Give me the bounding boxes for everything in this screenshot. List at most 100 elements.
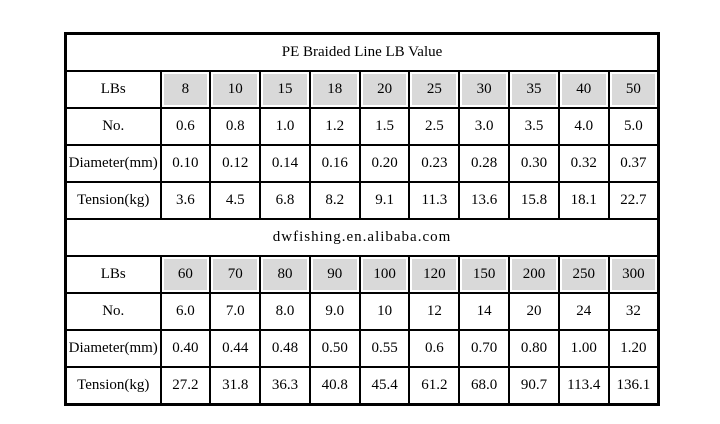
table-cell: 0.48 bbox=[259, 329, 311, 368]
table-row-tension-1: Tension(kg) 3.6 4.5 6.8 8.2 9.1 11.3 13.6 15.8 1… bbox=[64, 181, 660, 220]
table-cell: 90 bbox=[308, 255, 361, 294]
table-cell: 8.0 bbox=[259, 292, 311, 331]
table-cell: 68.0 bbox=[458, 366, 511, 406]
table-cell: 0.28 bbox=[458, 144, 511, 183]
table-cell: 1.5 bbox=[358, 107, 411, 146]
table-cell: 1.0 bbox=[259, 107, 311, 146]
table-cell: 61.2 bbox=[408, 366, 461, 406]
row-label: LBs bbox=[64, 70, 162, 109]
table-cell: 0.50 bbox=[308, 329, 361, 368]
table-cell: 90.7 bbox=[508, 366, 560, 406]
row-label: Diameter(mm) bbox=[64, 144, 162, 183]
row-label: Tension(kg) bbox=[64, 181, 162, 220]
table-cell: 6.0 bbox=[159, 292, 212, 331]
table-title: PE Braided Line LB Value bbox=[64, 32, 660, 72]
table-cell: 4.5 bbox=[209, 181, 262, 220]
table-row-lbs-1: LBs 8 10 15 18 20 25 30 35 40 50 bbox=[64, 70, 660, 109]
table-cell: 35 bbox=[508, 70, 560, 109]
row-label: No. bbox=[64, 292, 162, 331]
table-cell: 120 bbox=[408, 255, 461, 294]
spec-table: PE Braided Line LB Value LBs 8 10 15 18 20 25… bbox=[64, 32, 661, 406]
table-cell: 136.1 bbox=[607, 366, 660, 406]
table-cell: 20 bbox=[358, 70, 411, 109]
table-cell: 0.40 bbox=[159, 329, 212, 368]
table-cell: 5.0 bbox=[607, 107, 660, 146]
table-cell: 300 bbox=[607, 255, 660, 294]
table-cell: 18 bbox=[308, 70, 361, 109]
table-cell: 24 bbox=[557, 292, 610, 331]
table-cell: 1.2 bbox=[308, 107, 361, 146]
table-cell: 32 bbox=[607, 292, 660, 331]
table-cell: 30 bbox=[458, 70, 511, 109]
table-cell: 22.7 bbox=[607, 181, 660, 220]
table-cell: 3.5 bbox=[508, 107, 560, 146]
table-cell: 1.20 bbox=[607, 329, 660, 368]
table-cell: 200 bbox=[508, 255, 560, 294]
table-cell: 10 bbox=[209, 70, 262, 109]
table-cell: 60 bbox=[159, 255, 212, 294]
table-cell: 12 bbox=[408, 292, 461, 331]
table-row-no-2: No. 6.0 7.0 8.0 9.0 10 12 14 20 24 32 bbox=[64, 292, 660, 331]
row-label: LBs bbox=[64, 255, 162, 294]
table-cell: 150 bbox=[458, 255, 511, 294]
table-cell: 0.8 bbox=[209, 107, 262, 146]
table-cell: 13.6 bbox=[458, 181, 511, 220]
table-cell: 100 bbox=[358, 255, 411, 294]
table-cell: 7.0 bbox=[209, 292, 262, 331]
table-cell: 9.1 bbox=[358, 181, 411, 220]
row-label: Diameter(mm) bbox=[64, 329, 162, 368]
table-row-lbs-2: LBs 60 70 80 90 100 120 150 200 250 300 bbox=[64, 255, 660, 294]
table-cell: 9.0 bbox=[308, 292, 361, 331]
table-cell: 0.80 bbox=[508, 329, 560, 368]
table-cell: 0.30 bbox=[508, 144, 560, 183]
table-cell: 0.32 bbox=[557, 144, 610, 183]
table-cell: 0.37 bbox=[607, 144, 660, 183]
table-cell: 18.1 bbox=[557, 181, 610, 220]
table-cell: 0.70 bbox=[458, 329, 511, 368]
table-cell: 4.0 bbox=[557, 107, 610, 146]
table-cell: 0.6 bbox=[408, 329, 461, 368]
table-cell: 1.00 bbox=[557, 329, 610, 368]
table-cell: 6.8 bbox=[259, 181, 311, 220]
table-cell: 80 bbox=[259, 255, 311, 294]
table-cell: 27.2 bbox=[159, 366, 212, 406]
table-cell: 0.23 bbox=[408, 144, 461, 183]
row-label: Tension(kg) bbox=[64, 366, 162, 406]
table-cell: 31.8 bbox=[209, 366, 262, 406]
table-cell: 70 bbox=[209, 255, 262, 294]
table-cell: 36.3 bbox=[259, 366, 311, 406]
table-row-diameter-1: Diameter(mm) 0.10 0.12 0.14 0.16 0.20 0.23 0.2… bbox=[64, 144, 660, 183]
table-cell: 40.8 bbox=[308, 366, 361, 406]
table-cell: 250 bbox=[557, 255, 610, 294]
row-label: No. bbox=[64, 107, 162, 146]
table-cell: 0.20 bbox=[358, 144, 411, 183]
table-row-tension-2: Tension(kg) 27.2 31.8 36.3 40.8 45.4 61.2 68.0… bbox=[64, 366, 660, 406]
table-cell: 8 bbox=[159, 70, 212, 109]
table-cell: 0.10 bbox=[159, 144, 212, 183]
table-cell: 0.12 bbox=[209, 144, 262, 183]
table-cell: 113.4 bbox=[557, 366, 610, 406]
table-cell: 15 bbox=[259, 70, 311, 109]
table-row-no-1: No. 0.6 0.8 1.0 1.2 1.5 2.5 3.0 3.5 4.0 5.0 bbox=[64, 107, 660, 146]
table-cell: 40 bbox=[557, 70, 610, 109]
table-cell: 0.44 bbox=[209, 329, 262, 368]
table-cell: 0.55 bbox=[358, 329, 411, 368]
table-cell: 2.5 bbox=[408, 107, 461, 146]
table-cell: 0.16 bbox=[308, 144, 361, 183]
table-cell: 20 bbox=[508, 292, 560, 331]
table-cell: 3.6 bbox=[159, 181, 212, 220]
watermark-text: dwfishing.en.alibaba.com bbox=[64, 218, 660, 257]
table-cell: 14 bbox=[458, 292, 511, 331]
table-cell: 8.2 bbox=[308, 181, 361, 220]
title-row: PE Braided Line LB Value bbox=[64, 32, 660, 72]
table-cell: 0.14 bbox=[259, 144, 311, 183]
table-cell: 25 bbox=[408, 70, 461, 109]
table-cell: 15.8 bbox=[508, 181, 560, 220]
table-cell: 10 bbox=[358, 292, 411, 331]
table-cell: 0.6 bbox=[159, 107, 212, 146]
table-cell: 50 bbox=[607, 70, 660, 109]
watermark-row: dwfishing.en.alibaba.com bbox=[64, 218, 660, 257]
table-cell: 11.3 bbox=[408, 181, 461, 220]
table-row-diameter-2: Diameter(mm) 0.40 0.44 0.48 0.50 0.55 0.6 0.70… bbox=[64, 329, 660, 368]
